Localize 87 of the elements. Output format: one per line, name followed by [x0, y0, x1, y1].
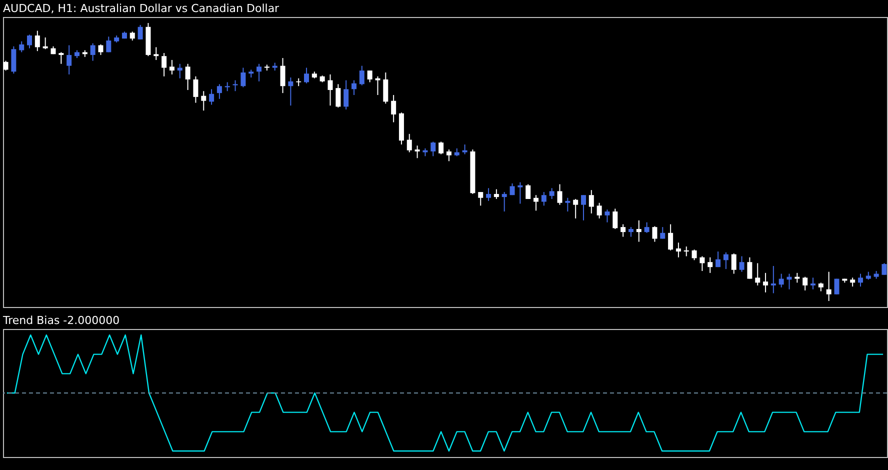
candlestick: [328, 74, 333, 106]
candlestick: [359, 65, 364, 86]
candlestick: [336, 84, 341, 108]
candlestick: [628, 226, 634, 238]
candlestick: [232, 80, 238, 92]
chart-title: Trend Bias -2.000000: [2, 314, 120, 327]
candlestick: [612, 208, 618, 230]
candlestick: [351, 80, 356, 96]
candlestick: [882, 262, 887, 276]
candlestick: [502, 192, 507, 212]
candlestick: [98, 44, 104, 56]
candlestick: [794, 272, 800, 284]
candlestick: [684, 246, 689, 257]
candlestick: [462, 144, 468, 155]
candlestick: [755, 262, 760, 286]
candlestick: [11, 46, 16, 74]
candlestick: [526, 184, 531, 200]
candlestick: [763, 272, 768, 293]
candlestick: [739, 256, 744, 272]
candlestick: [731, 252, 736, 274]
candlestick: [644, 222, 650, 234]
candlestick: [446, 148, 452, 162]
candlestick: [708, 256, 713, 274]
candlestick: [430, 141, 436, 157]
candlestick: [438, 141, 444, 155]
candlestick: [58, 52, 64, 64]
candlestick: [494, 188, 499, 200]
candlestick: [541, 192, 546, 206]
candlestick: [27, 34, 32, 49]
candlestick: [66, 44, 72, 75]
candlestick: [138, 24, 143, 40]
candlestick: [596, 202, 602, 219]
candlestick: [90, 42, 96, 62]
candlestick: [802, 276, 808, 291]
candlestick: [486, 188, 492, 202]
candlestick: [770, 265, 776, 294]
candlestick: [700, 256, 705, 272]
candlestick: [375, 76, 380, 96]
candlestick: [747, 256, 752, 280]
candlestick: [478, 192, 484, 206]
candlestick: [580, 194, 586, 221]
candlestick: [256, 63, 262, 82]
candlestick: [201, 90, 206, 112]
candlestick: [344, 80, 349, 110]
candlestick: [834, 278, 840, 295]
candlestick: [42, 36, 48, 50]
candlestick: [414, 145, 420, 159]
candlestick: [106, 36, 112, 53]
candlestick: [652, 226, 658, 242]
candlestick: [518, 182, 523, 204]
candlestick: [557, 184, 562, 206]
candlestick: [154, 46, 159, 60]
candlestick: [280, 58, 286, 94]
candlestick: [240, 67, 246, 88]
candlestick: [588, 190, 594, 214]
candlestick: [573, 198, 578, 219]
candlestick: [162, 52, 167, 77]
candlestick: [636, 220, 642, 242]
candlestick: [676, 242, 681, 258]
candlestick: [858, 273, 863, 288]
candlestick: [723, 252, 728, 270]
candlestick: [604, 209, 610, 223]
candlestick: [3, 60, 8, 72]
candlestick: [383, 72, 388, 104]
candlestick: [778, 273, 784, 288]
candlestick: [534, 194, 539, 212]
candlestick: [620, 224, 626, 238]
candlestick: [406, 133, 412, 153]
candlestick: [193, 76, 198, 104]
chart-title: AUDCAD, H1: Australian Dollar vs Canadian Dollar: [3, 2, 280, 15]
candlestick: [185, 63, 190, 90]
candlestick: [826, 271, 832, 302]
candlestick: [304, 67, 310, 84]
candlestick: [288, 76, 294, 106]
candlestick: [391, 94, 396, 123]
candlestick: [19, 40, 24, 53]
candlestick: [810, 277, 816, 290]
candlestick: [169, 59, 174, 75]
candlestick: [367, 70, 372, 83]
candlestick: [692, 249, 697, 261]
candlestick: [34, 30, 40, 52]
candlestick: [668, 224, 674, 251]
candlestick: [716, 251, 721, 268]
candlestick: [549, 188, 554, 200]
candlestick: [216, 84, 222, 100]
candlestick: [565, 197, 570, 212]
candlestick: [209, 88, 214, 106]
